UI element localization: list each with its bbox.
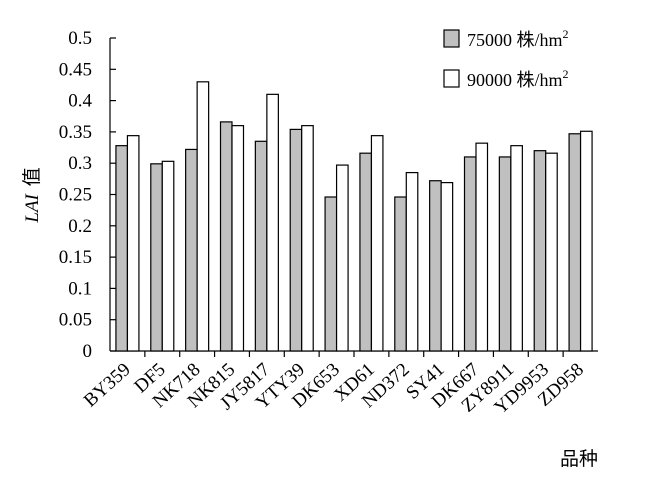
bar-series-1 xyxy=(463,156,477,352)
y-ticks: 0 0.05 0.1 0.15 0.2 0.25 0.3 0.35 0.4 0.45 0.5 xyxy=(59,28,116,362)
bar-series-1 xyxy=(498,156,512,352)
y-tick-label: 0.35 xyxy=(59,122,92,143)
bar-series-1 xyxy=(359,152,373,352)
legend-label-superscript: 2 xyxy=(563,67,569,81)
legend-swatch-2 xyxy=(443,69,460,88)
bar-series-2 xyxy=(161,160,175,352)
y-axis-title-suffix: 值 xyxy=(21,167,43,186)
legend-label-text: 90000 株/hm xyxy=(467,70,563,90)
bar-series-2 xyxy=(370,135,384,352)
bar-series-1 xyxy=(115,145,129,352)
bar-series-2 xyxy=(510,145,523,352)
bar-series-1 xyxy=(324,196,338,352)
legend-label-superscript: 2 xyxy=(563,27,569,41)
bar-series-1 xyxy=(150,163,163,352)
bar-series-2 xyxy=(301,125,314,352)
legend-label-1: 75000 株/hm2 xyxy=(467,27,569,50)
legend-swatch-1 xyxy=(443,29,460,48)
y-axis-title: LAI 值 xyxy=(21,167,43,223)
bar-series-2 xyxy=(126,135,140,352)
y-tick-label: 0.5 xyxy=(68,28,92,49)
y-tick-label: 0.05 xyxy=(59,310,92,331)
bar-series-1 xyxy=(185,148,198,352)
bar-series-2 xyxy=(440,182,454,352)
y-tick-label: 0.45 xyxy=(59,59,92,80)
x-tick-label: BY359 xyxy=(80,359,135,411)
y-tick-label: 0.3 xyxy=(68,153,92,174)
bar-series-2 xyxy=(545,152,558,352)
x-tick-labels: BY359DF5NK718NK815JY5817YTY39DK653XD61ND… xyxy=(80,351,588,419)
bar-series-1 xyxy=(254,140,268,352)
bar-series-1 xyxy=(219,121,233,352)
bar-series-2 xyxy=(405,171,419,352)
legend-label-2: 90000 株/hm2 xyxy=(467,67,569,90)
y-tick-label: 0.4 xyxy=(68,91,92,112)
y-axis-title-main: LAI xyxy=(22,192,43,223)
bar-series-2 xyxy=(231,125,245,352)
bar-series-2 xyxy=(196,81,210,352)
bar-series-2 xyxy=(475,142,489,352)
y-tick-label: 0 xyxy=(83,341,93,362)
bar-series-1 xyxy=(568,133,582,352)
bar-series-1 xyxy=(429,180,442,352)
bar-series-1 xyxy=(394,196,407,352)
bar-series-1 xyxy=(533,150,547,352)
y-tick-label: 0.25 xyxy=(59,185,92,206)
bar-series-1 xyxy=(289,128,303,352)
bar-series-2 xyxy=(579,130,593,352)
y-tick-label: 0.15 xyxy=(59,247,92,268)
x-axis-title: 品种 xyxy=(560,448,598,470)
bars xyxy=(115,81,593,352)
y-tick-label: 0.2 xyxy=(68,216,92,237)
y-tick-label: 0.1 xyxy=(68,278,92,299)
bar-series-2 xyxy=(335,164,349,352)
bar-series-2 xyxy=(266,93,279,352)
legend-label-text: 75000 株/hm xyxy=(467,30,563,50)
